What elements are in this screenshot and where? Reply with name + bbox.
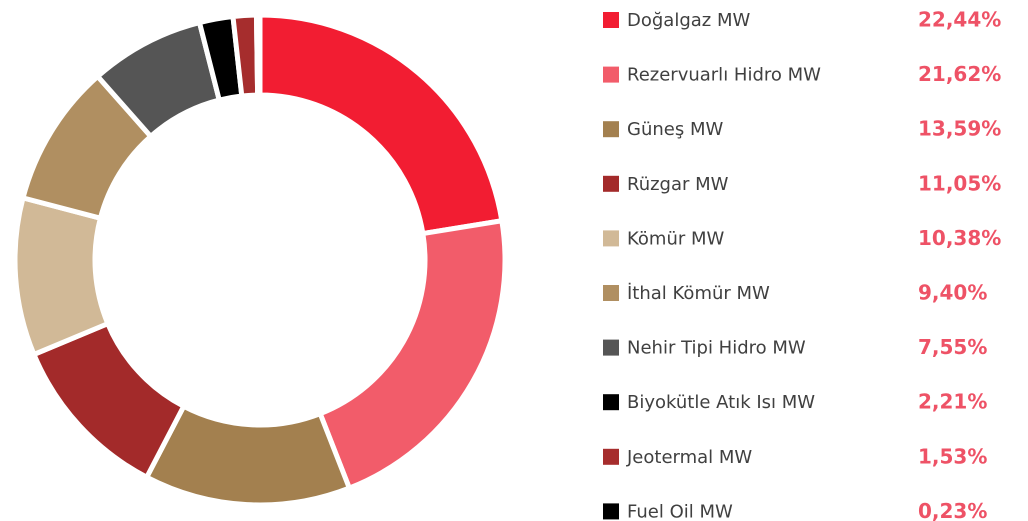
legend-swatch <box>603 339 619 356</box>
value-label: 22,44% <box>918 8 1001 32</box>
donut-segment <box>257 12 505 237</box>
value-label: 10,38% <box>918 226 1001 250</box>
donut-segment <box>12 194 112 358</box>
donut-segment <box>253 12 263 98</box>
legend-label: Rüzgar MW <box>627 174 729 195</box>
legend-swatch <box>603 394 619 411</box>
legend-swatch <box>603 285 619 301</box>
legend-label: Jeotermal MW <box>626 447 752 468</box>
legend-swatch <box>603 121 619 138</box>
value-label: 0,23% <box>918 499 987 521</box>
value-label: 13,59% <box>918 117 1001 141</box>
legend-label: Fuel Oil MW <box>627 501 733 521</box>
legend-swatch <box>603 175 619 192</box>
value-label: 9,40% <box>918 281 987 305</box>
legend-label: İthal Kömür MW <box>627 283 770 304</box>
legend-swatch <box>603 12 619 28</box>
legend-label: Doğalgaz MW <box>627 10 750 31</box>
value-label: 11,05% <box>918 171 1001 195</box>
value-label: 21,62% <box>918 62 1001 86</box>
value-label: 7,55% <box>918 335 987 359</box>
legend-label: Biyokütle Atık Isı MW <box>627 392 815 413</box>
value-label: 2,21% <box>918 390 987 414</box>
legend-label: Nehir Tipi Hidro MW <box>627 338 806 359</box>
legend-label: Güneş MW <box>627 119 723 140</box>
donut-segment <box>316 217 508 492</box>
legend-swatch <box>603 230 619 247</box>
legend-swatch <box>603 66 619 83</box>
legend-swatch <box>603 503 619 520</box>
legend-label: Rezervuarlı Hidro MW <box>627 65 821 86</box>
legend-label: Kömür MW <box>627 228 725 249</box>
legend-swatch <box>603 448 619 465</box>
value-label: 1,53% <box>918 444 987 468</box>
